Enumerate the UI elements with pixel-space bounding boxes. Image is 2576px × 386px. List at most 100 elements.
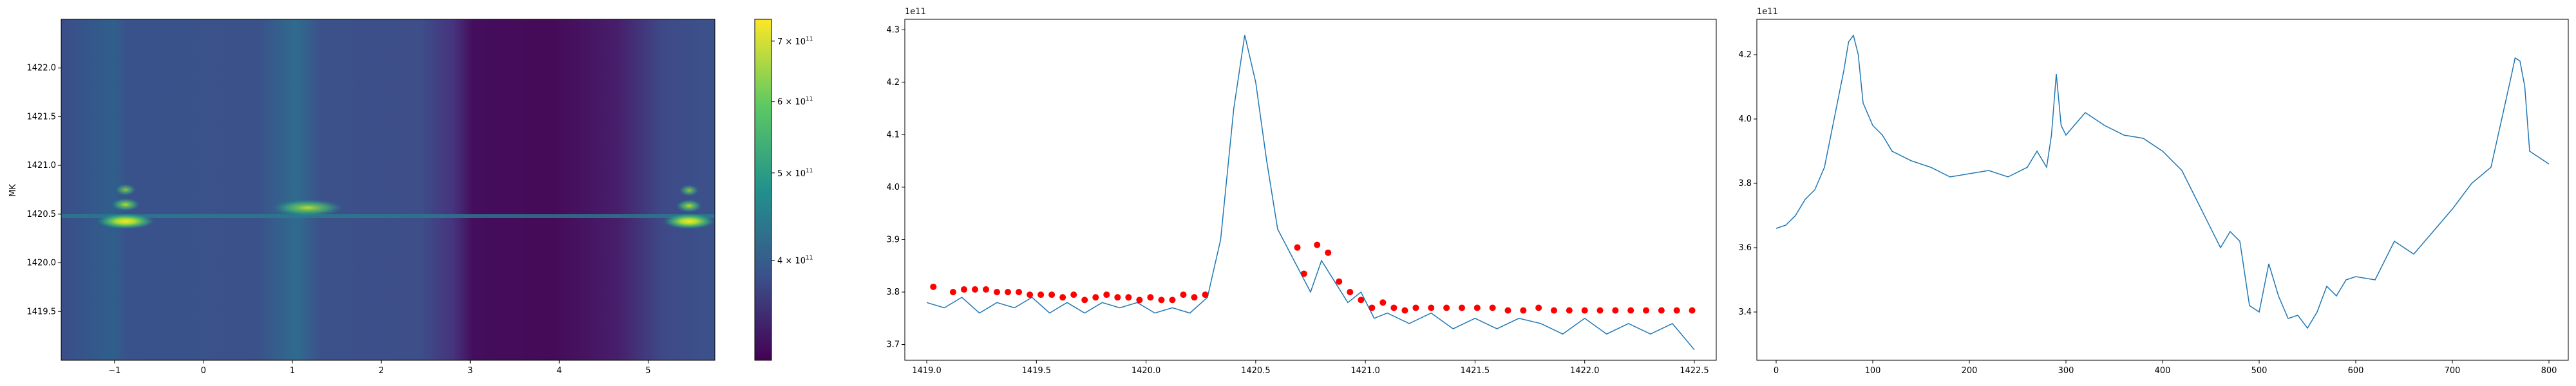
peak-marker [1627, 307, 1634, 314]
peak-marker [1379, 299, 1387, 306]
peak-marker [1027, 291, 1034, 299]
peak-marker [1059, 294, 1066, 301]
peak-marker [994, 289, 1001, 295]
profile-y-tick-label: 3.6 [1738, 243, 1752, 253]
peak-marker [1412, 304, 1419, 311]
peak-marker [1673, 307, 1680, 314]
peaks-y-tick-label: 3.9 [886, 235, 900, 244]
peak-marker [1428, 304, 1435, 311]
profile-y-tick-label: 3.8 [1738, 179, 1752, 188]
peak-marker [1294, 244, 1301, 251]
peaks-x-tick-label: 1422.0 [1570, 366, 1600, 376]
peak-marker [1158, 297, 1165, 304]
heatmap-hotspot-center [272, 199, 343, 216]
peak-marker [1325, 249, 1332, 256]
heatmap-frame [61, 19, 715, 361]
peaks-series-line [926, 35, 1695, 351]
peak-marker [1114, 294, 1121, 301]
peaks-y-tick-label: 3.7 [886, 340, 900, 350]
peak-marker [960, 286, 967, 293]
heatmap-hotspot-left-top [115, 184, 136, 196]
peaks-y-tick-label: 4.3 [886, 25, 900, 35]
peaks-x-ticks: 1419.0 1419.5 1420.0 1420.5 1421.0 1421.5 1422… [912, 360, 1709, 376]
peaks-x-tick-label: 1420.5 [1241, 366, 1271, 376]
peaks-x-tick-label: 1419.0 [912, 366, 942, 376]
peak-marker [1103, 291, 1110, 299]
colorbar-tick-label: 7 × 1011 [777, 36, 813, 47]
peak-marker [1551, 307, 1557, 314]
colorbar: 4 × 1011 5 × 1011 6 × 1011 7 × 1011 [754, 19, 813, 361]
profile-y-tick-label: 3.4 [1738, 308, 1752, 317]
peaks-y-ticks: 3.7 3.8 3.9 4.0 4.1 4.2 4.3 [886, 25, 905, 350]
peaks-y-tick-label: 4.1 [886, 130, 900, 140]
profile-panel-frame [1756, 19, 2569, 361]
profile-x-tick-label: 300 [2058, 366, 2074, 376]
heatmap-x-tick-label: 3 [468, 366, 473, 376]
heatmap-y-ticks: 1419.5 1420.0 1420.5 1421.0 1421.5 1422.0 [27, 64, 61, 317]
peak-marker [1125, 294, 1132, 301]
heatmap-x-tick-label: 4 [556, 366, 562, 376]
heatmap-y-label: MK [8, 184, 18, 197]
peak-marker [1005, 289, 1012, 295]
heatmap-panel: −1 0 1 2 3 4 5 1419.51420.01420.51421.01421.51… [8, 19, 715, 376]
peaks-panel-offset-label: 1e11 [905, 7, 926, 17]
heatmap-x-tick-label: 1 [290, 366, 295, 376]
peak-marker [1596, 307, 1604, 314]
peak-marker [1658, 307, 1665, 314]
peak-marker [930, 283, 937, 290]
heatmap-y-tick-label: 1421.5 [27, 112, 57, 122]
peak-marker [971, 286, 978, 293]
heatmap-hotspot-left [97, 214, 155, 229]
profile-x-ticks: 0 100 200 300 400 500 600 700 800 [1774, 360, 2557, 376]
peak-marker [1048, 291, 1056, 299]
heatmap-y-tick-label: 1421.0 [27, 161, 57, 170]
heatmap-hotspot-right-top [679, 185, 699, 196]
peaks-panel-frame [904, 19, 1717, 361]
heatmap-y-tick-label: 1420.0 [27, 259, 57, 268]
heatmap-x-tick-label: −1 [108, 366, 120, 376]
profile-x-tick-label: 400 [2155, 366, 2171, 376]
peak-marker [1347, 289, 1354, 295]
peak-marker [1202, 291, 1209, 299]
peak-marker [1458, 304, 1465, 311]
peaks-y-tick-label: 3.8 [886, 288, 900, 297]
profile-x-tick-label: 700 [2445, 366, 2461, 376]
peaks-x-tick-label: 1421.0 [1350, 366, 1380, 376]
peak-marker [949, 289, 956, 295]
peak-marker [1401, 307, 1408, 314]
peak-marker [1081, 297, 1088, 304]
heatmap-ridge-band [61, 214, 715, 218]
peak-marker [1612, 307, 1619, 314]
peaks-line-panel: 1e11 1419.0 1419.5 1420.0 1420.5 1421.0 1421.… [886, 7, 1717, 376]
profile-x-tick-label: 500 [2251, 366, 2268, 376]
peak-marker [1147, 294, 1154, 301]
profile-line-panel: 1e11 0 100 200 300 400 500 600 700 800 3.4 3.6 3.8… [1738, 7, 2569, 376]
peak-marker [1581, 307, 1588, 314]
profile-x-tick-label: 0 [1774, 366, 1779, 376]
heatmap-x-ticks: −1 0 1 2 3 4 5 [108, 360, 651, 376]
colorbar-tick-label: 4 × 1011 [777, 255, 813, 266]
peak-marker [1443, 304, 1450, 311]
peak-marker [1169, 297, 1176, 304]
peak-marker [1358, 297, 1365, 304]
heatmap-y-tick-label: 1422.0 [27, 64, 57, 73]
peak-marker [1473, 304, 1481, 311]
profile-x-tick-label: 100 [1865, 366, 1881, 376]
profile-x-tick-label: 200 [1962, 366, 1978, 376]
profile-panel-offset-label: 1e11 [1757, 7, 1778, 17]
colorbar-ticks: 4 × 1011 5 × 1011 6 × 1011 7 × 1011 [772, 36, 813, 266]
peaks-y-tick-label: 4.0 [886, 183, 900, 192]
heatmap-hotspot-right-upper [676, 199, 702, 212]
heatmap-y-tick-label: 1419.5 [27, 307, 57, 317]
heatmap-x-tick-label: 2 [379, 366, 384, 376]
peak-marker [1390, 304, 1397, 311]
heatmap-x-tick-label: 0 [201, 366, 206, 376]
heatmap-background [61, 19, 715, 360]
peak-marker [1520, 307, 1527, 314]
peak-marker [1016, 289, 1023, 295]
peak-marker [1368, 304, 1376, 311]
peak-marker [1566, 307, 1573, 314]
peak-marker [1504, 307, 1511, 314]
heatmap-y-tick-label: 1420.5 [27, 210, 57, 219]
